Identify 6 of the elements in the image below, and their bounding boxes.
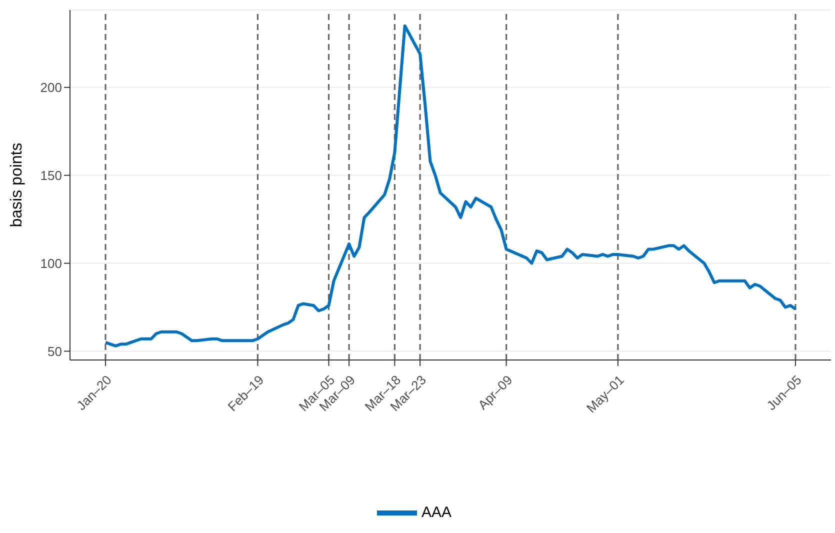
y-tick-label: 150 (40, 168, 62, 183)
y-tick-label: 100 (40, 256, 62, 271)
legend-label: AAA (421, 504, 452, 521)
y-axis-title: basis points (8, 142, 26, 228)
y-tick-label: 200 (40, 80, 62, 95)
y-tick-label: 50 (48, 344, 62, 359)
